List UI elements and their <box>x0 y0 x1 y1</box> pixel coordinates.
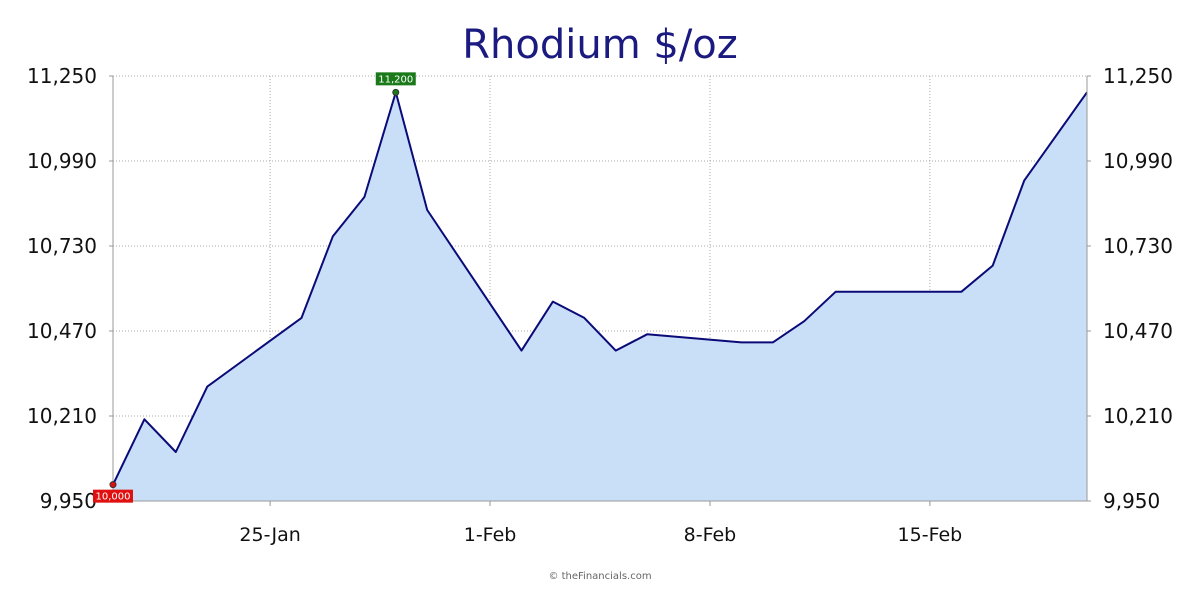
series-area <box>112 91 1088 502</box>
x-axis-ticks: 25-Jan 1-Feb 8-Feb 15-Feb <box>239 524 962 546</box>
y-axis-right-ticks: 9,950 10,210 10,470 10,730 10,990 11,250 <box>1103 64 1173 513</box>
callout-marker <box>392 88 400 96</box>
x-tick-label: 25-Jan <box>239 524 300 546</box>
series-line <box>112 91 1088 486</box>
y-tick-label-right: 10,470 <box>1103 319 1173 343</box>
callout-label: 11,200 <box>378 74 413 85</box>
y-tick-label-left: 10,210 <box>27 404 97 428</box>
y-tick-label-left: 11,250 <box>27 64 97 88</box>
series-fill <box>113 92 1087 502</box>
y-tick-label-right: 10,990 <box>1103 149 1173 173</box>
chart-title: Rhodium $/oz <box>462 22 738 68</box>
y-tick-label-left: 10,470 <box>27 319 97 343</box>
y-tick-label-right: 10,730 <box>1103 234 1173 258</box>
callout-box <box>93 489 133 503</box>
annotations: 11,200 10,000 <box>93 72 416 503</box>
y-tick-label-right: 11,250 <box>1103 64 1173 88</box>
callout-label: 10,000 <box>96 492 131 503</box>
callout-box <box>375 72 416 86</box>
y-tick-label-right: 9,950 <box>1103 489 1160 513</box>
callout-marker <box>109 481 117 489</box>
y-tick-label-right: 10,210 <box>1103 404 1173 428</box>
y-tick-label-left: 10,730 <box>27 234 97 258</box>
y-tick-label-left: 10,990 <box>27 149 97 173</box>
credit-text: © theFinancials.com <box>548 571 651 582</box>
x-tick-label: 1-Feb <box>464 524 517 546</box>
y-axis-left-ticks: 9,950 10,210 10,470 10,730 10,990 11,250 <box>27 64 97 513</box>
x-tick-label: 15-Feb <box>898 524 963 546</box>
y-tick-label-left: 9,950 <box>40 489 97 513</box>
axes <box>109 75 1091 506</box>
x-tick-label: 8-Feb <box>684 524 737 546</box>
